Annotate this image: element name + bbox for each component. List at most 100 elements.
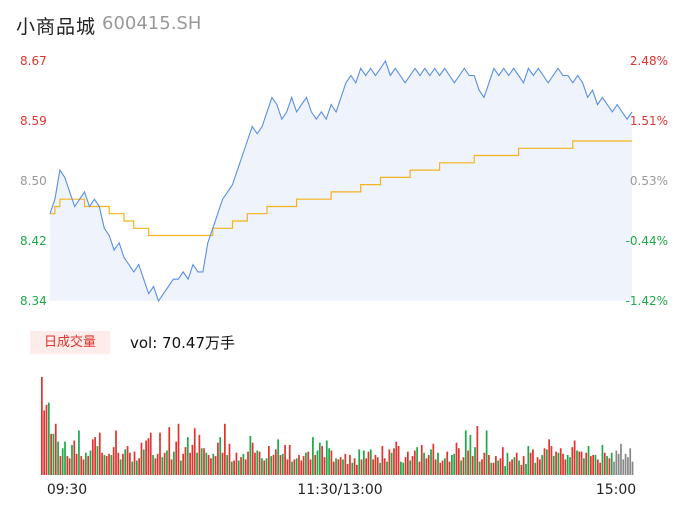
volume-bar	[126, 446, 129, 475]
volume-bar	[179, 460, 182, 475]
volume-tab[interactable]: 日成交量	[30, 331, 110, 354]
volume-bar	[388, 449, 391, 475]
volume-bar	[270, 456, 273, 475]
volume-bar	[161, 457, 164, 475]
volume-bar	[506, 452, 509, 475]
volume-bar	[596, 459, 599, 475]
y-right-tick: -0.44%	[626, 234, 668, 248]
y-right-tick: 2.48%	[630, 54, 668, 68]
volume-bar	[457, 448, 460, 475]
volume-bar	[68, 458, 71, 475]
volume-bar	[138, 458, 141, 475]
volume-bar	[131, 461, 134, 475]
volume-bar	[170, 459, 173, 475]
volume-bar	[184, 447, 187, 475]
volume-bar	[411, 456, 414, 475]
volume-bar	[71, 444, 73, 475]
volume-bar	[342, 459, 344, 475]
volume-bar	[135, 460, 138, 475]
volume-bar	[286, 459, 289, 475]
volume-bar	[539, 459, 541, 475]
volume-bar	[307, 451, 310, 475]
volume-bar	[312, 437, 314, 475]
volume-bar	[416, 447, 418, 475]
volume-bar	[631, 461, 634, 475]
volume-bar	[420, 444, 423, 475]
volume-bar	[372, 459, 374, 475]
volume-bar	[585, 452, 588, 475]
price-line	[49, 59, 633, 303]
volume-bar	[302, 456, 305, 475]
volume-bar	[413, 450, 416, 475]
volume-bar	[154, 458, 157, 475]
volume-bar	[559, 448, 562, 475]
volume-bar	[66, 456, 69, 475]
volume-bar	[43, 410, 46, 475]
volume-bar	[318, 442, 321, 475]
volume-bar	[409, 460, 412, 475]
volume-bar	[52, 433, 55, 475]
volume-bar	[54, 423, 57, 475]
volume-bar	[455, 442, 458, 475]
volume-bar	[298, 454, 300, 475]
volume-bar	[578, 451, 581, 475]
volume-bar	[47, 402, 50, 475]
volume-bar	[356, 464, 358, 475]
volume-bar	[369, 449, 372, 475]
volume-bar	[115, 430, 117, 475]
volume-bar	[576, 450, 578, 475]
volume-bar	[583, 458, 585, 475]
volume-bar	[91, 439, 94, 475]
volume-bar	[175, 441, 178, 475]
volume-bar	[228, 443, 231, 475]
volume-bar	[552, 456, 555, 475]
volume-bar	[434, 459, 437, 475]
volume-bar	[64, 441, 66, 475]
volume-bar	[323, 457, 326, 475]
volume-bar	[89, 450, 92, 475]
volume-bar	[624, 453, 627, 475]
x-tick: 09:30	[47, 482, 87, 498]
volume-bar	[61, 448, 64, 475]
price-area	[50, 61, 632, 301]
volume-bar	[328, 448, 330, 475]
volume-bar	[425, 458, 428, 475]
volume-bar	[513, 457, 516, 475]
volume-bar	[483, 452, 486, 475]
volume-bar	[108, 453, 110, 475]
volume-bar	[545, 449, 548, 475]
volume-bar	[119, 459, 122, 475]
volume-bar	[525, 463, 527, 475]
volume-bar	[105, 456, 108, 475]
volume-bar	[613, 461, 615, 475]
volume-bar	[543, 448, 546, 475]
volume-bar	[244, 459, 247, 475]
volume-bar	[330, 450, 333, 475]
volume-bar	[156, 453, 159, 475]
volume-bar	[346, 463, 349, 475]
y-left-tick: 8.42	[20, 234, 47, 248]
volume-bar	[96, 446, 99, 475]
volume-bar	[469, 434, 472, 475]
volume-bar	[45, 404, 48, 475]
volume-bar	[284, 444, 286, 475]
volume-bar	[166, 450, 168, 475]
volume-bar	[515, 452, 518, 475]
volume-bar	[564, 459, 567, 475]
volume-bar	[41, 377, 43, 475]
volume-bar	[594, 454, 597, 475]
volume-bar	[402, 462, 405, 475]
y-right-tick: 0.53%	[630, 174, 668, 188]
volume-bar	[219, 437, 222, 475]
volume-bar	[237, 460, 240, 475]
volume-bar	[599, 462, 601, 475]
volume-bar	[217, 442, 219, 475]
volume-bar	[337, 459, 340, 475]
volume-bar	[360, 459, 363, 475]
volume-bar	[59, 456, 62, 475]
volume-bar	[427, 454, 430, 475]
volume-bar	[608, 458, 611, 475]
volume-bar	[557, 452, 560, 475]
volume-bar	[627, 457, 629, 475]
